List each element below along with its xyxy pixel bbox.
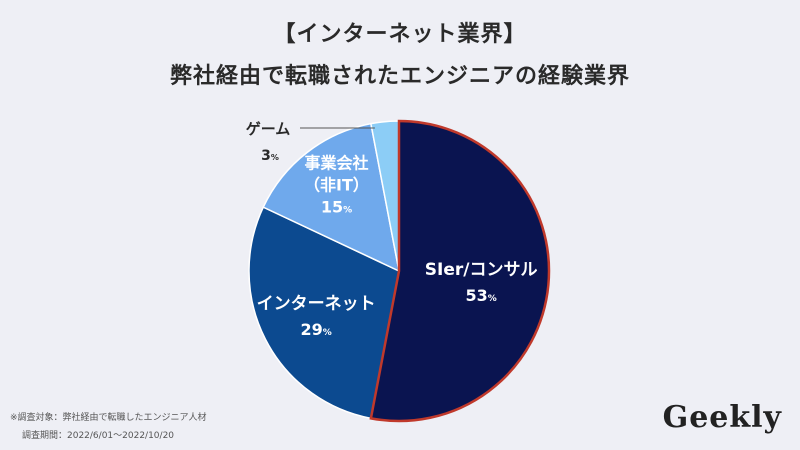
pie-slice-2	[262, 122, 401, 273]
slice-value-0: 53%	[465, 286, 496, 305]
footnote-period: 調査期間：2022/6/01〜2022/10/20	[22, 431, 175, 441]
chart-title-line2: 弊社経由で転職されたエンジニアの経験業界	[169, 64, 630, 89]
slice-label-1: インターネット	[257, 294, 376, 314]
slice-label-0: SIer/コンサル	[425, 260, 538, 280]
geekly-logo: Geekly	[662, 400, 782, 435]
pie-slice-1	[248, 206, 400, 420]
pie-slice-0-highlight	[369, 119, 551, 423]
slice-label2-2: （非IT）	[304, 175, 369, 194]
slice-value-2: 15%	[321, 197, 352, 216]
chart-title-line1: 【インターネット業界】	[273, 22, 527, 47]
slice-label-3: ゲーム	[246, 120, 291, 138]
slice-label-2: 事業会社	[304, 153, 368, 172]
slice-value-3: 3%	[261, 148, 279, 164]
footnote-target: ※調査対象：弊社経由で転職したエンジニア人材	[10, 413, 207, 423]
slice-value-1: 29%	[300, 320, 331, 339]
